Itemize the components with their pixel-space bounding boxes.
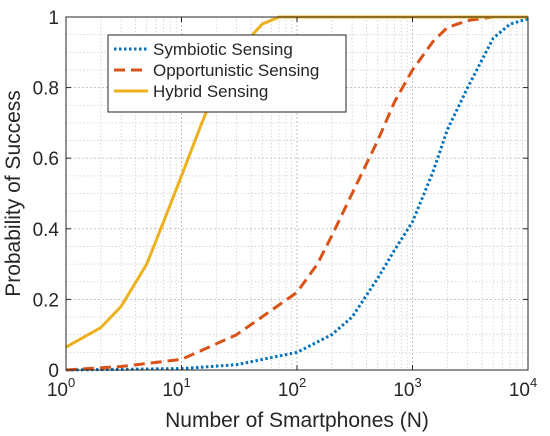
series-line-opportunistic-sensing (65, 15, 528, 372)
x-tick-exponent: 1 (183, 375, 190, 390)
x-tick-exponent: 3 (414, 375, 421, 390)
y-tick-label: 1 (48, 8, 59, 29)
x-tick-exponent: 2 (299, 375, 306, 390)
y-tick-label: 0.6 (33, 149, 59, 170)
x-tick-base: 10 (393, 380, 414, 401)
x-tick-base: 10 (278, 380, 299, 401)
x-tick-label: 104 (509, 375, 537, 401)
y-tick-label: 0 (48, 361, 59, 382)
x-tick-label: 102 (278, 375, 306, 401)
x-tick-base: 10 (47, 380, 68, 401)
y-tick-label: 0.2 (33, 290, 59, 311)
x-axis-label: Number of Smartphones (N) (165, 409, 429, 432)
legend-label: Opportunistic Sensing (153, 61, 319, 80)
legend-box (107, 34, 347, 113)
x-tick-label: 101 (162, 375, 190, 401)
x-tick-base: 10 (162, 380, 183, 401)
y-tick-label: 0.8 (33, 79, 59, 100)
x-tick-exponent: 0 (68, 375, 75, 390)
series-line-symbiotic-sensing (65, 17, 529, 372)
x-tick-label: 100 (47, 375, 75, 401)
legend: Symbiotic Sensing Opportunistic Sensing Hy… (107, 34, 347, 113)
x-tick-exponent: 4 (530, 375, 537, 390)
y-axis-label: Probability of Success (2, 90, 25, 297)
x-tick-label: 103 (393, 375, 421, 401)
legend-label: Symbiotic Sensing (153, 40, 293, 59)
legend-label: Hybrid Sensing (153, 82, 268, 101)
x-tick-base: 10 (509, 380, 530, 401)
y-tick-label: 0.4 (33, 220, 60, 241)
